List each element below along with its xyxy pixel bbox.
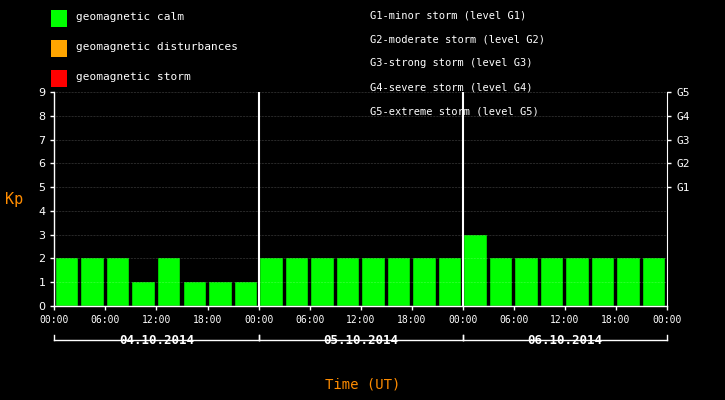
Text: geomagnetic storm: geomagnetic storm — [76, 72, 191, 82]
Text: G3-strong storm (level G3): G3-strong storm (level G3) — [370, 58, 532, 68]
Text: G4-severe storm (level G4): G4-severe storm (level G4) — [370, 82, 532, 92]
Text: geomagnetic disturbances: geomagnetic disturbances — [76, 42, 238, 52]
Bar — [413, 258, 436, 306]
Bar — [158, 258, 181, 306]
Bar — [56, 258, 78, 306]
Bar — [133, 282, 155, 306]
Bar — [362, 258, 385, 306]
Text: Kp: Kp — [5, 192, 24, 206]
Text: Time (UT): Time (UT) — [325, 378, 400, 392]
Text: G1-minor storm (level G1): G1-minor storm (level G1) — [370, 10, 526, 20]
Bar — [209, 282, 231, 306]
Text: G5-extreme storm (level G5): G5-extreme storm (level G5) — [370, 106, 539, 116]
Bar — [618, 258, 640, 306]
Bar — [490, 258, 513, 306]
Text: geomagnetic calm: geomagnetic calm — [76, 12, 184, 22]
Bar — [286, 258, 308, 306]
Bar — [336, 258, 359, 306]
Text: 05.10.2014: 05.10.2014 — [323, 334, 398, 347]
Text: 06.10.2014: 06.10.2014 — [527, 334, 602, 347]
Bar — [311, 258, 334, 306]
Text: 04.10.2014: 04.10.2014 — [119, 334, 194, 347]
Bar — [260, 258, 283, 306]
Bar — [566, 258, 589, 306]
Bar — [388, 258, 410, 306]
Text: G2-moderate storm (level G2): G2-moderate storm (level G2) — [370, 34, 544, 44]
Bar — [515, 258, 538, 306]
Bar — [235, 282, 257, 306]
Bar — [439, 258, 461, 306]
Bar — [107, 258, 130, 306]
Bar — [464, 235, 486, 306]
Bar — [541, 258, 563, 306]
Bar — [183, 282, 206, 306]
Bar — [592, 258, 614, 306]
Bar — [643, 258, 666, 306]
Bar — [81, 258, 104, 306]
